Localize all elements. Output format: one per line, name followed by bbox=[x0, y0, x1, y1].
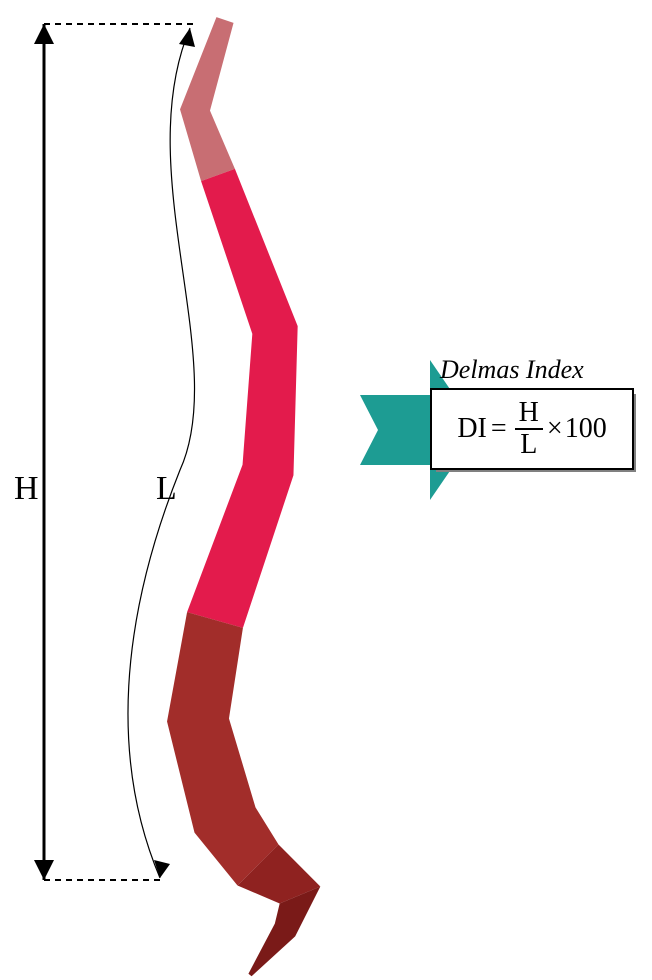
formula-hundred: 100 bbox=[565, 413, 607, 445]
spine-segment bbox=[167, 612, 278, 885]
spine-shape bbox=[167, 17, 320, 976]
formula-di: DI bbox=[457, 413, 487, 445]
formula-numerator: H bbox=[515, 399, 543, 430]
formula-denominator: L bbox=[516, 430, 541, 459]
spine-diagram bbox=[0, 0, 652, 980]
formula-fraction: H L bbox=[515, 399, 543, 459]
label-L: L bbox=[156, 470, 177, 508]
formula-times: × bbox=[547, 413, 563, 445]
formula-eq: = bbox=[491, 413, 507, 445]
formula-equation: DI = H L × 100 bbox=[432, 390, 632, 468]
label-H: H bbox=[14, 470, 39, 508]
formula-box: DI = H L × 100 bbox=[430, 388, 634, 470]
formula-title: Delmas Index bbox=[440, 355, 584, 385]
spine-segment bbox=[187, 169, 298, 628]
